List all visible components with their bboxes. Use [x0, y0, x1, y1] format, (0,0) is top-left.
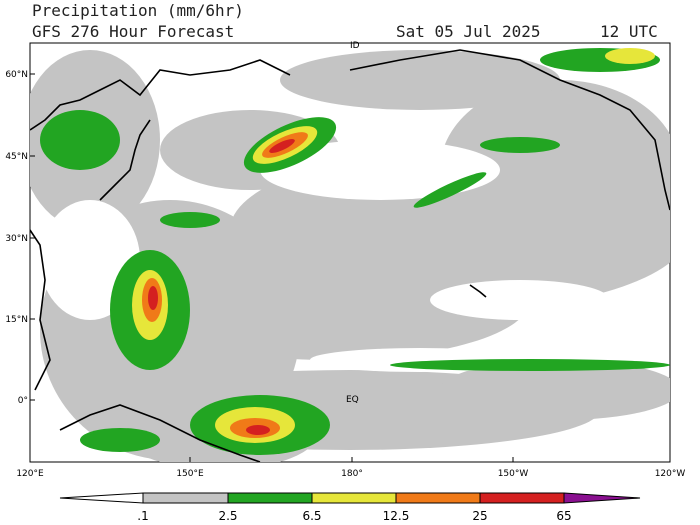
precip-field [30, 48, 670, 462]
coastlines [30, 49, 670, 462]
map-annotation: EQ [346, 395, 359, 405]
date: Sat 05 Jul 2025 [396, 22, 541, 41]
colorbar-label: 12.5 [383, 509, 410, 523]
colorbar-label: 2.5 [218, 509, 237, 523]
lon-label: 180° [341, 469, 363, 479]
colorbar-segment [395, 492, 481, 504]
colorbar-end [59, 492, 144, 504]
lat-label: 30°N [5, 234, 28, 244]
lon-label: 150°W [498, 469, 529, 479]
colorbar-label: 25 [472, 509, 487, 523]
map: ID EQ [29, 41, 671, 463]
colorbar-segment [311, 492, 397, 504]
lat-label: 15°N [5, 315, 28, 325]
time: 12 UTC [600, 22, 658, 41]
lon-label: 120°W [655, 469, 686, 479]
lat-label: 60°N [5, 70, 28, 80]
map-annotation: ID [350, 41, 360, 51]
subtitle: GFS 276 Hour Forecast [32, 22, 234, 41]
colorbar-end [563, 492, 641, 504]
colorbar-segment [142, 492, 229, 504]
colorbar [59, 492, 641, 504]
colorbar-segment [479, 492, 565, 504]
lon-label: 120°E [16, 469, 44, 479]
title: Precipitation (mm/6hr) [32, 1, 244, 20]
colorbar-label: 6.5 [302, 509, 321, 523]
lat-label: 0° [18, 396, 28, 406]
colorbar-label: 65 [556, 509, 571, 523]
lat-label: 45°N [5, 152, 28, 162]
lon-label: 150°E [176, 469, 204, 479]
colorbar-segment [227, 492, 313, 504]
colorbar-label: .1 [137, 509, 148, 523]
